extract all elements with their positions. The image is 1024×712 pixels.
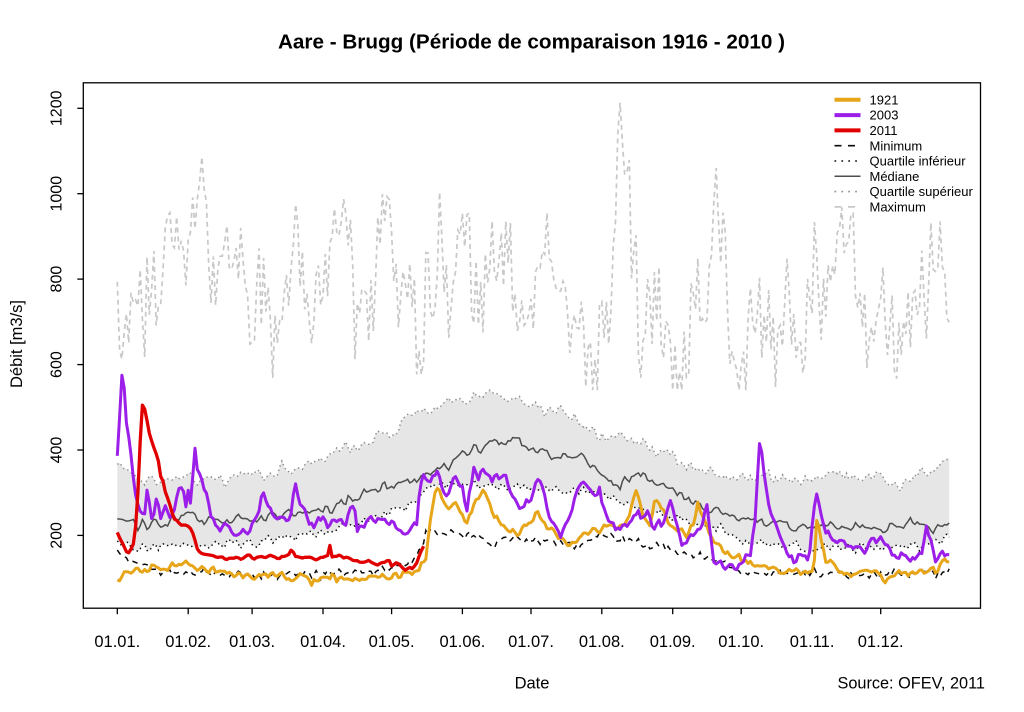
svg-text:800: 800 bbox=[49, 266, 66, 293]
svg-text:01.04.: 01.04. bbox=[300, 633, 346, 651]
svg-text:2003: 2003 bbox=[870, 108, 899, 123]
svg-text:01.11.: 01.11. bbox=[790, 633, 835, 651]
svg-text:Maximum: Maximum bbox=[870, 200, 926, 215]
svg-text:600: 600 bbox=[49, 351, 66, 378]
svg-text:Débit [m3/s]: Débit [m3/s] bbox=[8, 300, 26, 388]
svg-text:400: 400 bbox=[49, 437, 66, 464]
svg-text:01.12.: 01.12. bbox=[858, 633, 904, 651]
svg-text:01.09.: 01.09. bbox=[650, 633, 696, 651]
svg-text:01.07.: 01.07. bbox=[508, 633, 554, 651]
svg-text:1200: 1200 bbox=[49, 90, 66, 126]
svg-text:Minimum: Minimum bbox=[870, 138, 923, 153]
svg-text:Quartile supérieur: Quartile supérieur bbox=[870, 184, 974, 199]
svg-text:01.02.: 01.02. bbox=[165, 633, 211, 651]
svg-text:Source: OFEV, 2011: Source: OFEV, 2011 bbox=[837, 675, 985, 693]
svg-text:01.08.: 01.08. bbox=[579, 633, 625, 651]
svg-text:01.05.: 01.05. bbox=[369, 633, 415, 651]
svg-text:01.10.: 01.10. bbox=[718, 633, 764, 651]
svg-text:Date: Date bbox=[515, 675, 550, 693]
svg-text:200: 200 bbox=[49, 522, 66, 549]
svg-text:01.03.: 01.03. bbox=[229, 633, 275, 651]
svg-text:01.01.: 01.01. bbox=[94, 633, 140, 651]
svg-text:2011: 2011 bbox=[870, 123, 898, 138]
svg-text:Médiane: Médiane bbox=[870, 169, 920, 184]
svg-text:01.06.: 01.06. bbox=[439, 633, 485, 651]
svg-text:Aare - Brugg (Période de compa: Aare - Brugg (Période de comparaison 191… bbox=[278, 31, 785, 54]
svg-text:1921: 1921 bbox=[870, 92, 899, 107]
svg-text:1000: 1000 bbox=[49, 176, 66, 212]
svg-text:Quartile inférieur: Quartile inférieur bbox=[870, 154, 967, 169]
